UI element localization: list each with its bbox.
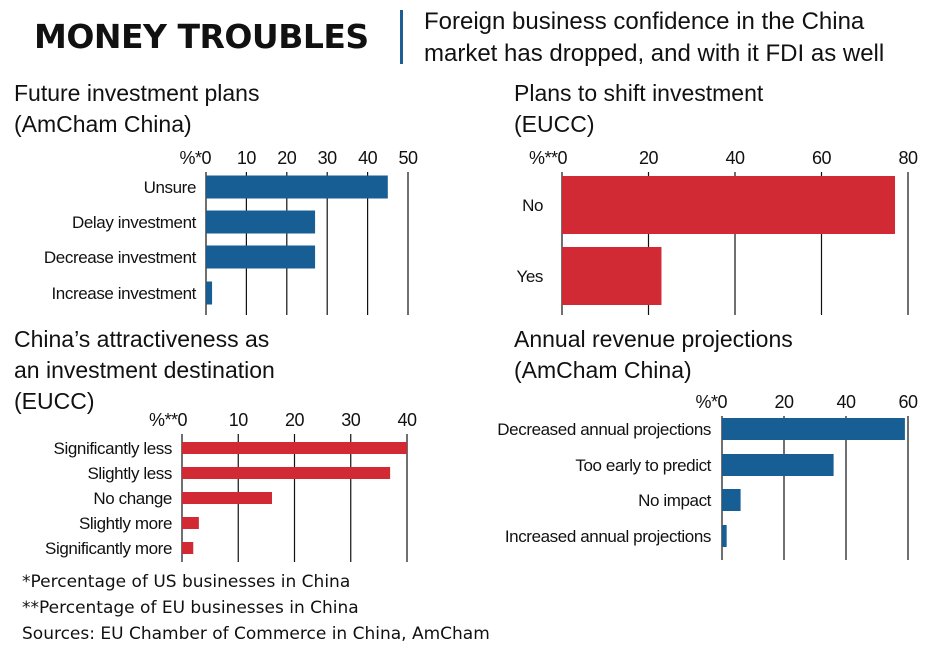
chart-3-bar xyxy=(182,467,391,479)
subhead-line-2: market has dropped, and with it FDI as w… xyxy=(424,40,885,67)
subhead-line-1: Foreign business confidence in the China xyxy=(424,8,865,35)
chart-4-category-label: No impact xyxy=(638,491,712,510)
chart-3-title-line-1: China’s attractiveness as xyxy=(14,326,270,352)
chart-1-category-label: Unsure xyxy=(144,178,196,197)
chart-2-title-line-1: Plans to shift investment xyxy=(514,80,764,106)
chart-3-category-label: Slightly more xyxy=(79,514,172,533)
chart-1-tick-label: 20 xyxy=(277,148,297,168)
chart-1-category-label: Increase investment xyxy=(51,284,196,303)
chart-2-bar xyxy=(562,176,896,234)
chart-1-tick-label: %*0 xyxy=(179,148,211,168)
chart-1-bar xyxy=(206,245,316,269)
chart-3-category-label: Significantly more xyxy=(45,539,172,558)
chart-4-title-line-2: (AmCham China) xyxy=(514,357,692,383)
chart-4-tick-label: 60 xyxy=(898,392,918,412)
chart-3-tick-label: 40 xyxy=(397,410,417,430)
chart-4-tick-label: %*0 xyxy=(695,392,727,412)
chart-2-tick-label: 20 xyxy=(639,148,659,168)
chart-4-category-label: Too early to predict xyxy=(575,456,711,475)
chart-1-category-label: Decrease investment xyxy=(44,248,197,267)
subhead: Foreign business confidence in the China… xyxy=(424,6,934,70)
chart-1-title-line-2: (AmCham China) xyxy=(14,111,192,137)
chart-4-tick-label: 20 xyxy=(774,392,794,412)
chart-1-tick-label: 30 xyxy=(318,148,338,168)
chart-1-bar xyxy=(206,210,316,234)
chart-4-tick-label: 40 xyxy=(836,392,856,412)
chart-3-tick-label: 10 xyxy=(229,410,249,430)
chart-3-category-label: No change xyxy=(93,489,172,508)
chart-4-category-label: Increased annual projections xyxy=(505,527,711,546)
chart-4-bar xyxy=(722,454,834,476)
chart-2-title: Plans to shift investment (EUCC) xyxy=(514,78,763,140)
chart-2-bar xyxy=(562,247,662,305)
chart-4-title-line-1: Annual revenue projections xyxy=(514,326,793,352)
chart-3-category-label: Significantly less xyxy=(54,439,172,458)
chart-1-tick-label: 50 xyxy=(398,148,418,168)
footnotes: *Percentage of US businesses in China **… xyxy=(22,569,490,647)
chart-3-title-line-3: (EUCC) xyxy=(14,388,95,414)
chart-3-tick-label: 30 xyxy=(341,410,361,430)
chart-3-bar xyxy=(182,442,407,454)
sources-note: Sources: EU Chamber of Commerce in China… xyxy=(22,624,490,644)
chart-1-title: Future investment plans (AmCham China) xyxy=(14,78,259,140)
chart-2-title-line-2: (EUCC) xyxy=(514,111,595,137)
chart-4-title: Annual revenue projections (AmCham China… xyxy=(514,324,793,386)
chart-4-category-label: Decreased annual projections xyxy=(497,420,711,439)
footnote-eu: **Percentage of EU businesses in China xyxy=(22,598,359,618)
chart-3-bar xyxy=(182,517,199,529)
chart-3-tick-label: %**0 xyxy=(149,410,188,430)
chart-3-category-label: Slightly less xyxy=(87,464,172,483)
headline: MONEY TROUBLES xyxy=(34,17,369,56)
chart-3-title: China’s attractiveness as an investment … xyxy=(14,324,275,417)
chart-4-bar xyxy=(722,418,905,440)
chart-2-tick-label: %**0 xyxy=(529,148,568,168)
chart-3-bar xyxy=(182,492,272,504)
chart-1-category-label: Delay investment xyxy=(72,213,197,232)
chart-1-tick-label: 10 xyxy=(237,148,257,168)
footnote-us: *Percentage of US businesses in China xyxy=(22,572,351,592)
chart-1-bar xyxy=(206,175,388,199)
chart-3-bar xyxy=(182,542,194,554)
chart-1-title-line-1: Future investment plans xyxy=(14,80,260,106)
chart-2-tick-label: 60 xyxy=(812,148,832,168)
chart-4-bar xyxy=(722,489,741,511)
chart-1-tick-label: 40 xyxy=(358,148,378,168)
chart-3-title-line-2: an investment destination xyxy=(14,357,275,383)
header-divider xyxy=(400,10,403,64)
chart-3-tick-label: 20 xyxy=(285,410,305,430)
chart-2-tick-label: 80 xyxy=(898,148,918,168)
chart-2-category-label: Yes xyxy=(516,267,543,286)
chart-2-category-label: No xyxy=(522,196,543,215)
chart-1-bar xyxy=(206,281,213,305)
chart-2-tick-label: 40 xyxy=(725,148,745,168)
chart-4-bar xyxy=(722,525,727,547)
